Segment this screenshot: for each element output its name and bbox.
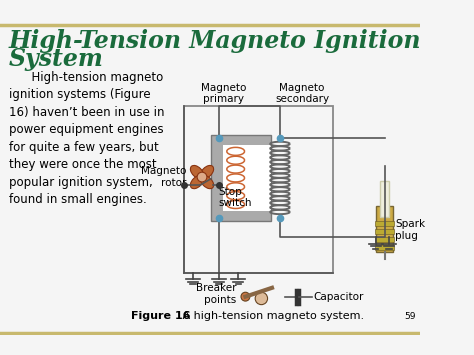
Text: Figure 16: Figure 16 bbox=[131, 311, 191, 322]
Text: Magneto
secondary: Magneto secondary bbox=[275, 83, 329, 104]
Ellipse shape bbox=[201, 165, 214, 179]
Circle shape bbox=[197, 172, 207, 182]
Bar bbox=[211, 135, 271, 222]
Bar bbox=[376, 206, 393, 252]
Text: Breaker
points: Breaker points bbox=[196, 283, 237, 305]
Text: 59: 59 bbox=[404, 312, 416, 322]
Bar bbox=[223, 145, 271, 211]
Text: Capacitor: Capacitor bbox=[314, 292, 364, 302]
Ellipse shape bbox=[191, 165, 204, 179]
Ellipse shape bbox=[201, 175, 214, 189]
Text: A high-tension magneto system.: A high-tension magneto system. bbox=[179, 311, 364, 322]
Text: High-Tension Magneto Ignition: High-Tension Magneto Ignition bbox=[9, 29, 421, 53]
Bar bbox=[184, 106, 333, 273]
Text: System: System bbox=[9, 47, 104, 71]
Circle shape bbox=[241, 292, 250, 301]
Bar bbox=[380, 181, 389, 217]
Bar bbox=[375, 222, 394, 226]
Text: High-tension magneto
ignition systems (Figure
16) haven’t been in use in
power e: High-tension magneto ignition systems (F… bbox=[9, 71, 164, 206]
Text: Magneto
rotor: Magneto rotor bbox=[141, 166, 186, 188]
Text: Magneto
primary: Magneto primary bbox=[201, 83, 246, 104]
Text: Stop
switch: Stop switch bbox=[218, 187, 251, 208]
Circle shape bbox=[255, 292, 267, 305]
Bar bbox=[375, 229, 394, 234]
Bar bbox=[375, 245, 394, 250]
Text: Spark
plug: Spark plug bbox=[395, 219, 425, 241]
Ellipse shape bbox=[191, 175, 204, 189]
Bar bbox=[375, 237, 394, 242]
